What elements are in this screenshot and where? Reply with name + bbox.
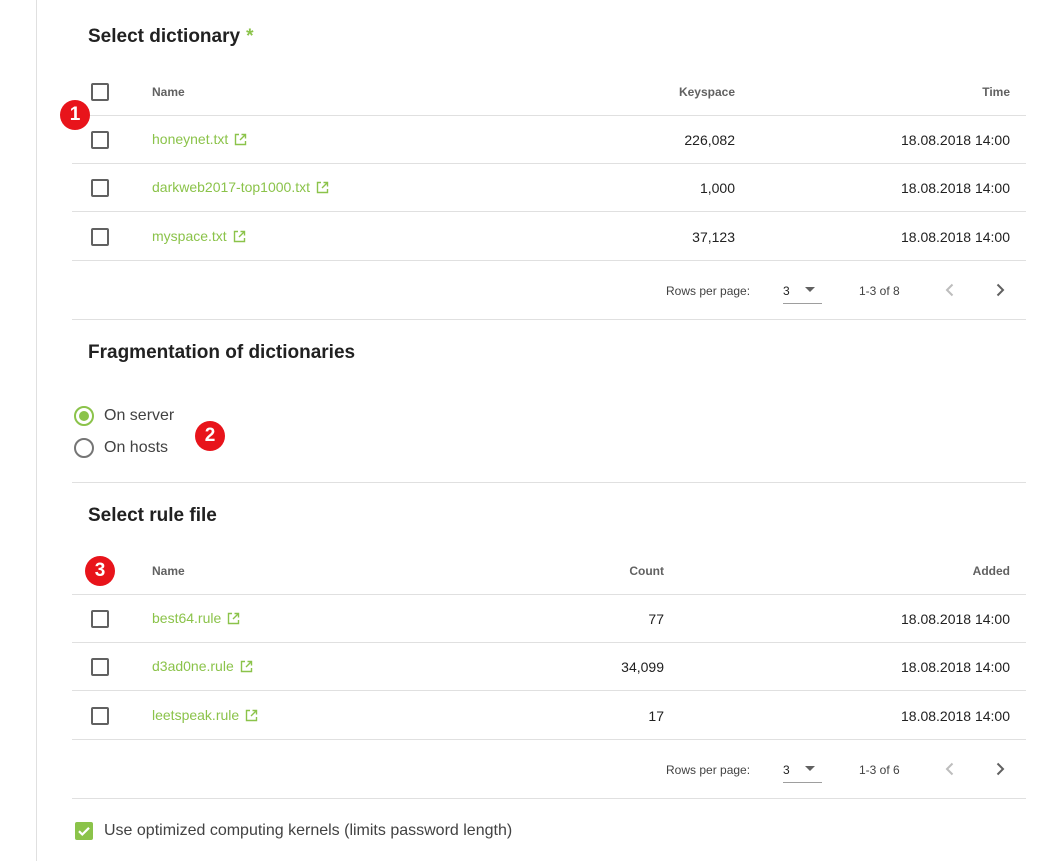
rule-added: 18.08.2018 14:00 [901, 611, 1010, 627]
rows-per-page-value: 3 [783, 763, 790, 777]
previous-page-button[interactable] [938, 757, 962, 781]
open-in-new-icon [228, 612, 240, 624]
open-in-new-icon [316, 181, 329, 193]
divider [72, 163, 1026, 164]
dictionary-link[interactable]: myspace.txt [152, 228, 246, 244]
rule-link[interactable]: best64.rule [152, 610, 240, 626]
rule-link[interactable]: leetspeak.rule [152, 707, 258, 723]
rule-count: 34,099 [621, 659, 664, 675]
rule-count: 77 [648, 611, 664, 627]
radio-label-on-hosts[interactable]: On hosts [104, 439, 169, 456]
divider [72, 594, 1026, 595]
radio-on-hosts[interactable] [74, 438, 94, 458]
divider [72, 642, 1026, 643]
dictionary-section-title: Select dictionary * [88, 26, 254, 47]
dictionary-keyspace: 37,123 [692, 229, 735, 245]
dictionary-row-checkbox[interactable] [91, 179, 109, 197]
column-header-name[interactable]: Name [152, 564, 185, 578]
fragmentation-section-title: Fragmentation of dictionaries [88, 342, 356, 363]
rule-row-checkbox[interactable] [91, 658, 109, 676]
optimized-kernels-checkbox[interactable] [75, 822, 93, 840]
column-header-keyspace[interactable]: Keyspace [678, 85, 735, 99]
annotation-badge-2: 2 [195, 421, 225, 451]
dictionary-keyspace: 1,000 [699, 180, 735, 196]
caret-down-icon [805, 766, 815, 771]
rows-per-page-label: Rows per page: [666, 284, 751, 298]
rule-section-title: Select rule file [88, 505, 217, 526]
next-page-button[interactable] [988, 278, 1012, 302]
dictionary-keyspace: 226,082 [684, 132, 735, 148]
dictionary-time: 18.08.2018 14:00 [901, 180, 1010, 196]
pagination-range: 1-3 of 8 [859, 284, 900, 298]
annotation-badge-3: 3 [85, 556, 115, 586]
check-icon [78, 827, 90, 837]
rule-added: 18.08.2018 14:00 [901, 708, 1010, 724]
chevron-left-icon [945, 762, 954, 776]
section-divider [72, 319, 1026, 320]
rows-per-page-label: Rows per page: [666, 763, 751, 777]
rule-row-checkbox[interactable] [91, 610, 109, 628]
rule-link[interactable]: d3ad0ne.rule [152, 658, 253, 674]
section-divider [72, 798, 1026, 799]
rows-per-page-value: 3 [783, 284, 790, 298]
divider [72, 260, 1026, 261]
column-header-count[interactable]: Count [629, 564, 664, 578]
dictionary-link[interactable]: darkweb2017-top1000.txt [152, 179, 329, 195]
pagination-range: 1-3 of 6 [859, 763, 900, 777]
chevron-right-icon [996, 283, 1005, 297]
required-mark: * [246, 26, 254, 47]
dictionary-row-checkbox[interactable] [91, 228, 109, 246]
previous-page-button[interactable] [938, 278, 962, 302]
rule-added: 18.08.2018 14:00 [901, 659, 1010, 675]
open-in-new-icon [235, 133, 247, 145]
open-in-new-icon [233, 230, 245, 242]
next-page-button[interactable] [988, 757, 1012, 781]
radio-on-server[interactable] [74, 406, 94, 426]
dictionary-time: 18.08.2018 14:00 [901, 229, 1010, 245]
dictionary-link[interactable]: honeynet.txt [152, 131, 247, 147]
rows-per-page-select[interactable]: 3 [783, 281, 822, 304]
optimized-kernels-label[interactable]: Use optimized computing kernels (limits … [104, 822, 513, 839]
radio-label-on-server[interactable]: On server [104, 407, 175, 424]
open-in-new-icon [245, 709, 258, 721]
caret-down-icon [805, 287, 815, 292]
chevron-left-icon [945, 283, 954, 297]
divider [72, 690, 1026, 691]
divider [72, 739, 1026, 740]
section-divider [72, 482, 1026, 483]
dictionary-row-checkbox[interactable] [91, 131, 109, 149]
rule-count: 17 [648, 708, 664, 724]
rule-row-checkbox[interactable] [91, 707, 109, 725]
divider [72, 211, 1026, 212]
select-all-dictionaries-checkbox[interactable] [91, 83, 109, 101]
rows-per-page-select[interactable]: 3 [783, 760, 822, 783]
column-header-name[interactable]: Name [152, 85, 185, 99]
annotation-badge-1: 1 [60, 100, 90, 130]
column-header-time[interactable]: Time [982, 85, 1010, 99]
dictionary-time: 18.08.2018 14:00 [901, 132, 1010, 148]
column-header-added[interactable]: Added [972, 564, 1010, 578]
chevron-right-icon [996, 762, 1005, 776]
divider [72, 115, 1026, 116]
open-in-new-icon [240, 660, 252, 672]
left-border [36, 0, 37, 861]
